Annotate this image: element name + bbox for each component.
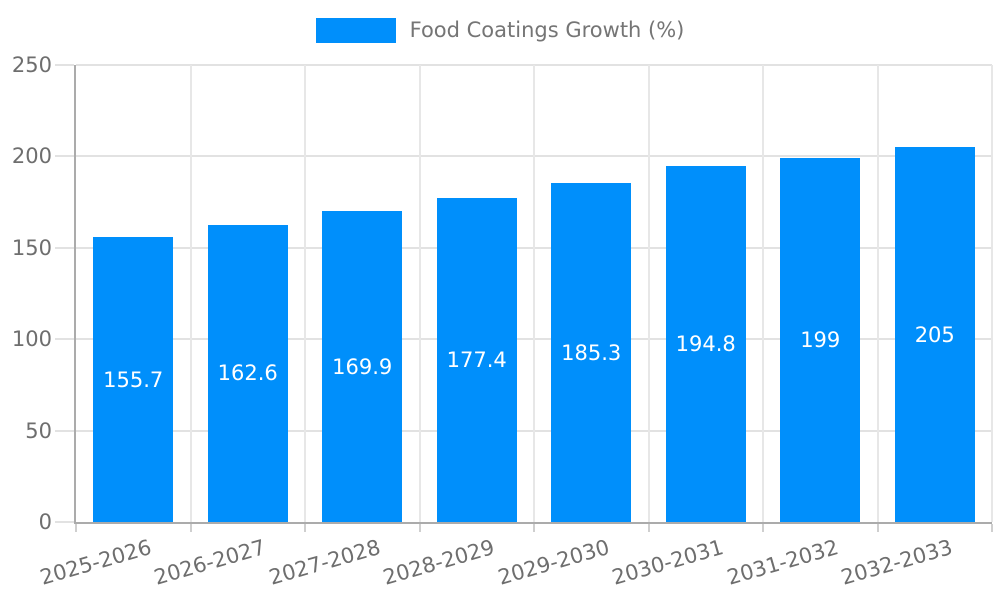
bar-2031-2032[interactable]: 199 — [780, 158, 861, 522]
bar-slot: 177.4 — [420, 65, 535, 522]
y-axis-tick-label: 50 — [25, 418, 52, 443]
x-axis-ticks — [75, 524, 993, 532]
bar-value-label: 169.9 — [332, 354, 393, 379]
v-gridline — [189, 65, 192, 522]
bar-value-label: 194.8 — [675, 331, 736, 356]
x-axis-tick-mark — [304, 524, 306, 532]
bar-slot: 169.9 — [305, 65, 420, 522]
x-axis-category-label: 2029-2030 — [495, 535, 612, 590]
v-gridline — [876, 65, 879, 522]
bar-slot: 162.6 — [191, 65, 306, 522]
x-axis-category-label: 2025-2026 — [37, 535, 154, 590]
x-axis-category-label: 2027-2028 — [266, 535, 383, 590]
bar-slot: 199 — [763, 65, 878, 522]
x-axis-tick-mark — [189, 524, 192, 532]
bar-slot: 205 — [878, 65, 993, 522]
bar-2025-2026[interactable]: 155.7 — [93, 237, 174, 522]
y-axis-tick-mark — [55, 521, 74, 523]
x-axis-category-label: 2032-2033 — [838, 535, 956, 590]
bar-2030-2031[interactable]: 194.8 — [665, 165, 746, 522]
y-axis-tick-label: 150 — [11, 235, 52, 260]
legend: Food Coatings Growth (%) — [0, 18, 1000, 43]
bar-slot: 155.7 — [76, 65, 191, 522]
x-axis-line — [74, 522, 992, 524]
x-axis-category-label: 2030-2031 — [609, 535, 727, 590]
bar-value-label: 199 — [800, 328, 841, 353]
plot-area: 155.7 162.6 169.9 177.4 185.3 194.8 199 205 — [76, 64, 993, 522]
v-gridline — [991, 65, 993, 522]
y-axis-tick-mark — [55, 64, 74, 66]
bar-2032-2033[interactable]: 205 — [894, 147, 975, 522]
bar-value-label: 185.3 — [561, 340, 622, 365]
v-gridline — [762, 65, 764, 522]
x-axis-tick-mark — [991, 524, 993, 532]
y-axis-tick-mark — [55, 155, 74, 158]
y-axis-tick-label: 100 — [11, 327, 52, 352]
x-axis-category-label: 2028-2029 — [380, 535, 498, 590]
y-axis-tick-mark — [55, 338, 74, 341]
v-gridline — [647, 65, 650, 522]
bar-2028-2029[interactable]: 177.4 — [436, 197, 517, 522]
legend-label: Food Coatings Growth (%) — [409, 18, 685, 42]
y-axis-tick-label: 0 — [38, 510, 52, 534]
bar-slot: 185.3 — [534, 65, 649, 522]
bar-value-label: 162.6 — [217, 361, 278, 386]
bar-value-label: 155.7 — [103, 367, 164, 392]
legend-marker-icon — [315, 18, 396, 43]
bar-2029-2030[interactable]: 185.3 — [551, 183, 632, 522]
x-axis-category-label: 2031-2032 — [724, 535, 841, 590]
legend-item[interactable]: Food Coatings Growth (%) — [315, 18, 685, 43]
x-axis-tick-mark — [762, 524, 764, 532]
bar-value-label: 205 — [914, 322, 955, 347]
x-axis-tick-mark — [533, 524, 535, 532]
bar-value-label: 177.4 — [446, 347, 507, 372]
y-axis-tick-label: 200 — [11, 144, 52, 169]
x-axis-category-label: 2026-2027 — [151, 535, 269, 590]
y-axis-tick-label: 250 — [11, 53, 52, 77]
v-gridline — [533, 65, 535, 522]
x-axis-tick-mark — [647, 524, 650, 532]
y-axis-tick-mark — [55, 429, 74, 432]
v-gridline — [304, 65, 306, 522]
y-axis-tick-mark — [55, 246, 74, 249]
x-axis-tick-mark — [418, 524, 421, 532]
bar-2026-2027[interactable]: 162.6 — [207, 224, 288, 522]
x-axis-labels: 2025-2026 2026-2027 2027-2028 2028-2029 2029… — [37, 531, 992, 600]
x-axis-tick-mark — [75, 524, 77, 532]
bar-slot: 194.8 — [649, 65, 764, 522]
v-gridline — [418, 65, 421, 522]
y-axis: 0 50 100 150 200 250 — [0, 53, 74, 534]
bar-2027-2028[interactable]: 169.9 — [322, 211, 403, 522]
x-axis-tick-mark — [876, 524, 879, 532]
y-axis-line — [74, 65, 76, 524]
